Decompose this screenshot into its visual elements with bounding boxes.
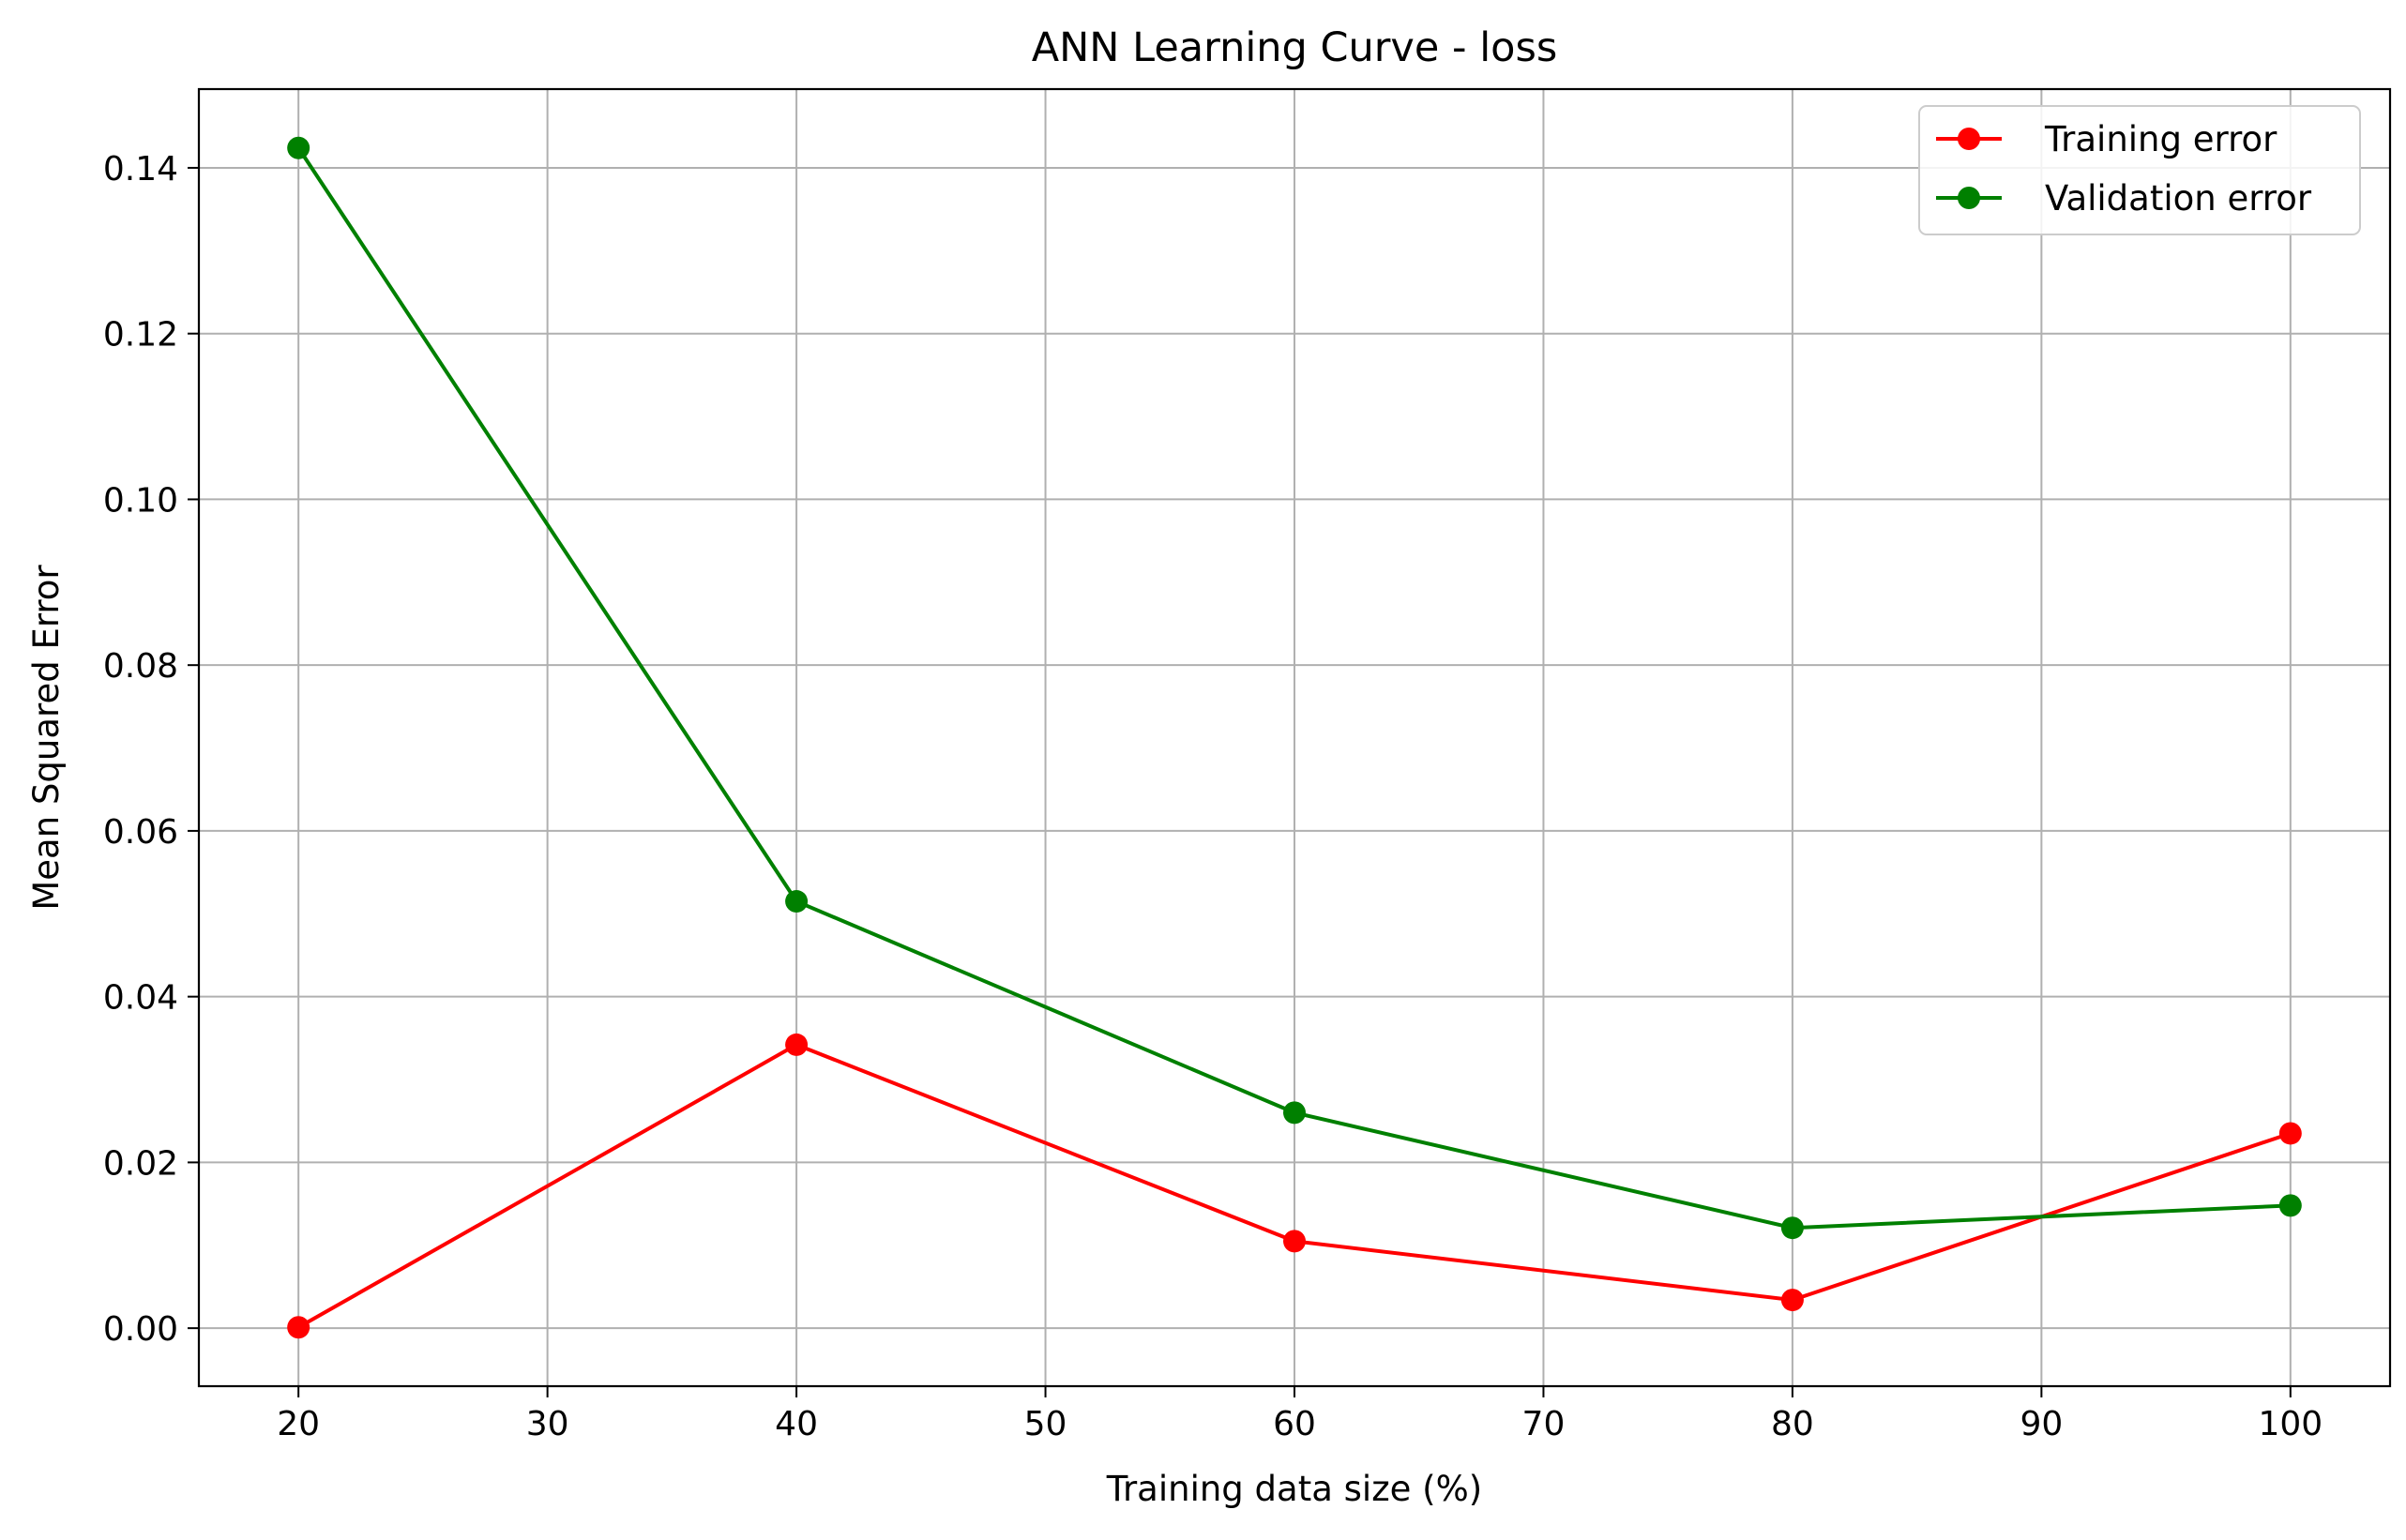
y-axis-label: Mean Squared Error bbox=[26, 565, 67, 911]
x-tick-label: 50 bbox=[1024, 1405, 1067, 1443]
y-tick-label: 0.04 bbox=[103, 979, 178, 1018]
legend: Training error Validation error bbox=[1918, 105, 2361, 235]
y-tick-label: 0.10 bbox=[103, 481, 178, 520]
y-tick-label: 0.14 bbox=[103, 150, 178, 189]
y-tick-label: 0.00 bbox=[103, 1310, 178, 1349]
legend-label-validation-error: Validation error bbox=[2045, 178, 2312, 219]
training-error-point bbox=[287, 1316, 310, 1339]
x-tick-label: 100 bbox=[2258, 1405, 2323, 1443]
training-error-point bbox=[2278, 1122, 2302, 1145]
tick-layer: 20 30 40 50 60 70 80 90 100 0.00 0.02 0.04 0.06 0.08 0… bbox=[103, 150, 2323, 1443]
training-error-point bbox=[785, 1033, 809, 1056]
legend-marker-training-error bbox=[1958, 128, 1980, 150]
chart-title: ANN Learning Curve - loss bbox=[1032, 24, 1558, 71]
x-tick-label: 90 bbox=[2020, 1405, 2063, 1443]
validation-error-point bbox=[2278, 1194, 2302, 1217]
x-tick-label: 20 bbox=[277, 1405, 320, 1443]
series-layer bbox=[287, 136, 2302, 1339]
validation-error-point bbox=[1780, 1216, 1804, 1240]
validation-error-point bbox=[287, 136, 310, 159]
x-tick-label: 70 bbox=[1522, 1405, 1566, 1443]
x-tick-label: 40 bbox=[775, 1405, 818, 1443]
training-error-point bbox=[1780, 1289, 1804, 1312]
y-tick-label: 0.12 bbox=[103, 316, 178, 355]
validation-error-point bbox=[785, 890, 809, 913]
x-tick-label: 30 bbox=[526, 1405, 569, 1443]
legend-box bbox=[1918, 105, 2361, 235]
x-axis-label: Training data size (%) bbox=[1106, 1469, 1482, 1509]
x-tick-label: 60 bbox=[1273, 1405, 1316, 1443]
y-tick-label: 0.02 bbox=[103, 1144, 178, 1183]
y-tick-label: 0.08 bbox=[103, 647, 178, 686]
grid-layer bbox=[199, 89, 2390, 1386]
x-tick-label: 80 bbox=[1771, 1405, 1814, 1443]
training-error-point bbox=[1283, 1230, 1306, 1253]
legend-marker-validation-error bbox=[1958, 187, 1980, 209]
legend-label-training-error: Training error bbox=[2044, 119, 2277, 159]
validation-error-point bbox=[1283, 1101, 1306, 1125]
y-tick-label: 0.06 bbox=[103, 813, 178, 852]
